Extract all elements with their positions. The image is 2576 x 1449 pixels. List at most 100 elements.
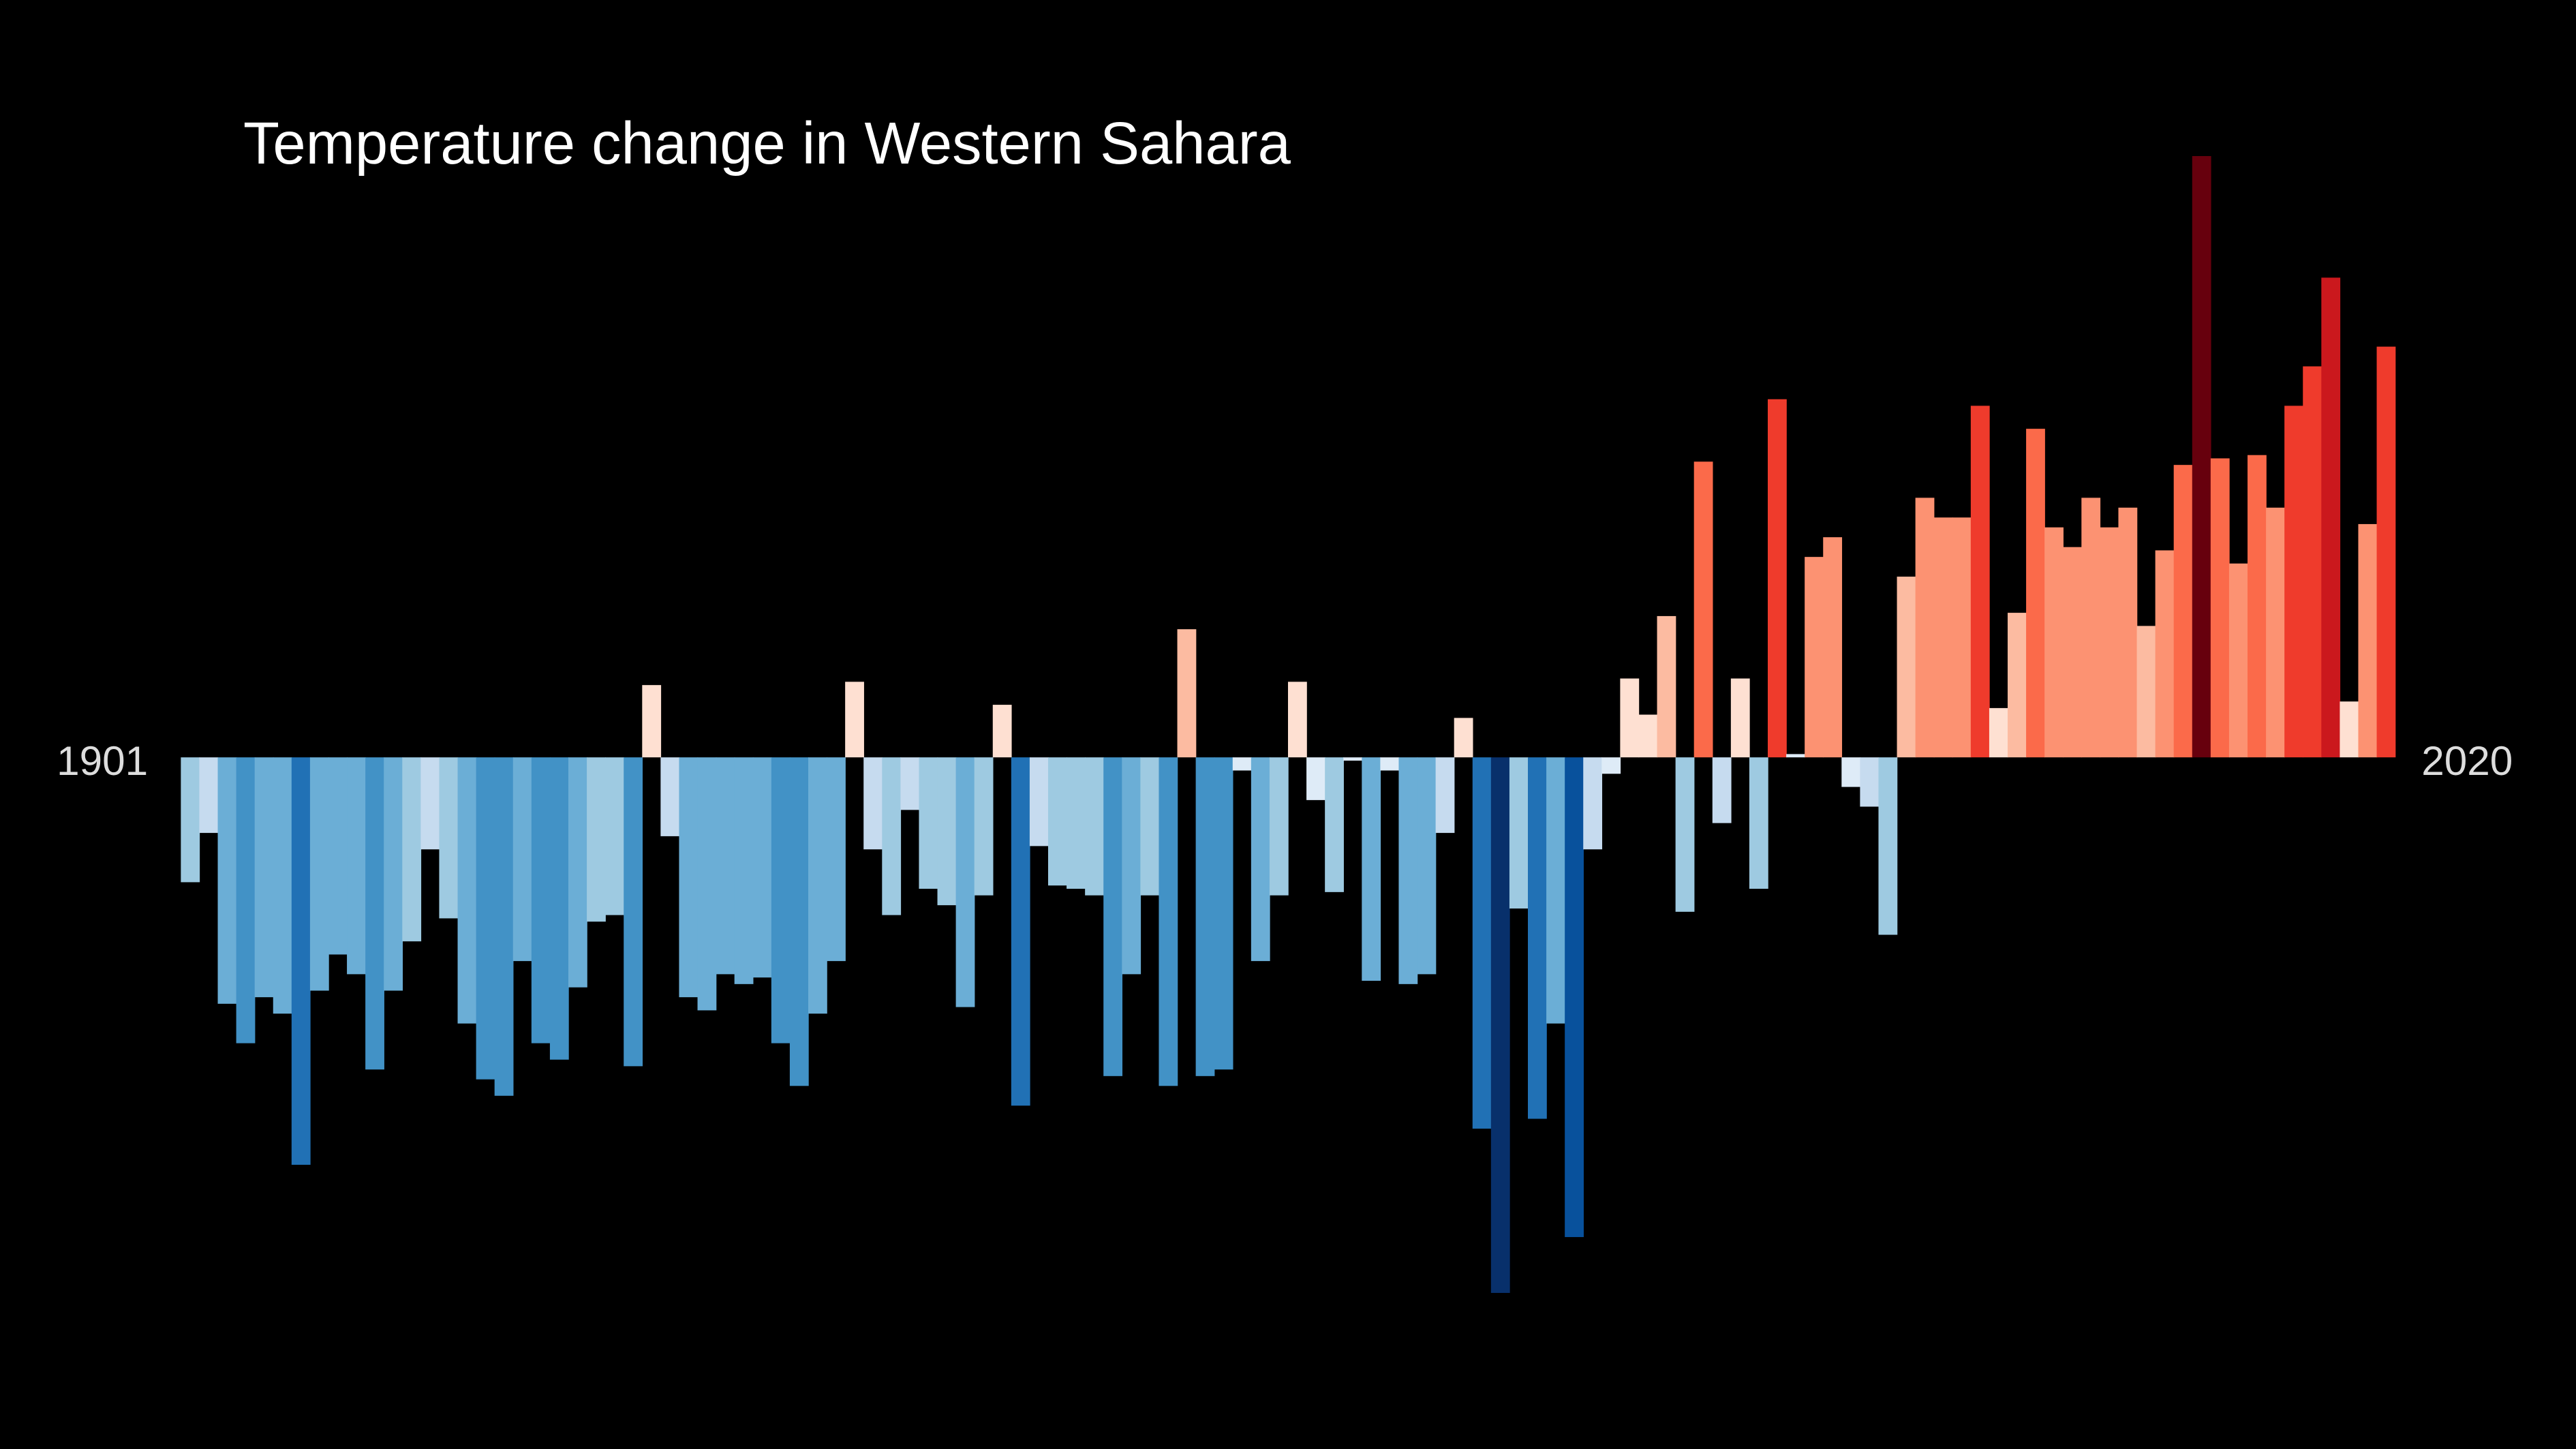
bar [752, 757, 772, 978]
bar [1011, 757, 1030, 1106]
bar [2266, 507, 2285, 758]
bar [217, 757, 237, 1004]
bar [955, 757, 975, 1007]
bar [2136, 626, 2156, 758]
bar [2321, 277, 2341, 758]
bar [1657, 615, 1676, 758]
bar [568, 757, 587, 988]
bar [1288, 682, 1307, 758]
bar [1768, 399, 1787, 758]
bar [1528, 757, 1547, 1119]
bar [1749, 757, 1768, 889]
bar [1989, 707, 2008, 758]
bar [2008, 613, 2027, 758]
bar [660, 757, 680, 836]
bar [1546, 757, 1565, 1024]
bar [1933, 517, 1953, 758]
bar [642, 685, 662, 758]
bar [1712, 757, 1732, 823]
bar [1897, 577, 1916, 758]
bar [1805, 557, 1824, 758]
bar [1841, 757, 1861, 787]
bar [1047, 757, 1067, 886]
bar [2173, 465, 2193, 758]
bar [789, 757, 809, 1086]
bar [1177, 629, 1197, 758]
bar [2340, 701, 2359, 758]
bar [1601, 757, 1621, 774]
bar [1232, 757, 1252, 771]
bar [2376, 346, 2396, 758]
bar [347, 757, 366, 975]
bar [679, 757, 699, 998]
bar [624, 757, 643, 1067]
bar [1730, 678, 1750, 758]
bar [697, 757, 717, 1011]
bar [900, 757, 920, 810]
bar [494, 757, 514, 1096]
bar [974, 757, 994, 896]
bar [716, 757, 735, 975]
bar [1140, 757, 1160, 896]
bar [2044, 527, 2064, 758]
bar [1380, 757, 1400, 771]
bar [1085, 757, 1104, 896]
bar [1638, 714, 1658, 758]
bar [1159, 757, 1178, 1086]
bar [1029, 757, 1049, 846]
bar [199, 757, 219, 834]
bar [771, 757, 791, 1043]
bar [1565, 757, 1584, 1238]
bar [1454, 718, 1473, 758]
x-tick-label: 2020 [2421, 737, 2513, 784]
bar [1693, 461, 1713, 758]
bar [845, 682, 864, 758]
bar [1823, 537, 1843, 758]
bar [1509, 757, 1529, 909]
bar [476, 757, 495, 1080]
bar [402, 757, 422, 942]
bar [1417, 757, 1437, 975]
bar [1490, 757, 1510, 1294]
bar [605, 757, 624, 915]
x-tick-label: 1901 [57, 737, 148, 784]
bar [1325, 757, 1344, 892]
bar [587, 757, 606, 922]
bar [734, 757, 754, 984]
bar [1195, 757, 1215, 1076]
bar [236, 757, 256, 1043]
bar [2303, 366, 2322, 758]
bar [2248, 455, 2267, 758]
bar [273, 757, 292, 1014]
bar [2192, 155, 2211, 758]
bar [1122, 757, 1141, 975]
bar [1398, 757, 1418, 984]
bar [1878, 757, 1898, 935]
bar [1343, 757, 1363, 761]
bar [1952, 517, 1972, 758]
bar [1362, 757, 1381, 981]
bar [1306, 757, 1325, 800]
bar [2118, 507, 2138, 758]
bar [937, 757, 957, 906]
bar [309, 757, 329, 991]
chart-title: Temperature change in Western Sahara [243, 110, 1291, 177]
bar [328, 757, 348, 955]
bar [181, 757, 200, 883]
bar [384, 757, 403, 991]
bar [2100, 527, 2119, 758]
bar [1435, 757, 1455, 834]
bar [2063, 547, 2083, 758]
bar [512, 757, 532, 962]
bar [1214, 757, 1233, 1070]
bar [531, 757, 551, 1043]
bar [291, 757, 311, 1165]
bar [1970, 406, 1990, 758]
bar [1251, 757, 1270, 962]
bar [1786, 754, 1805, 758]
bar [365, 757, 384, 1070]
bar [1103, 757, 1123, 1076]
bar [1269, 757, 1289, 896]
bar [2284, 406, 2303, 758]
